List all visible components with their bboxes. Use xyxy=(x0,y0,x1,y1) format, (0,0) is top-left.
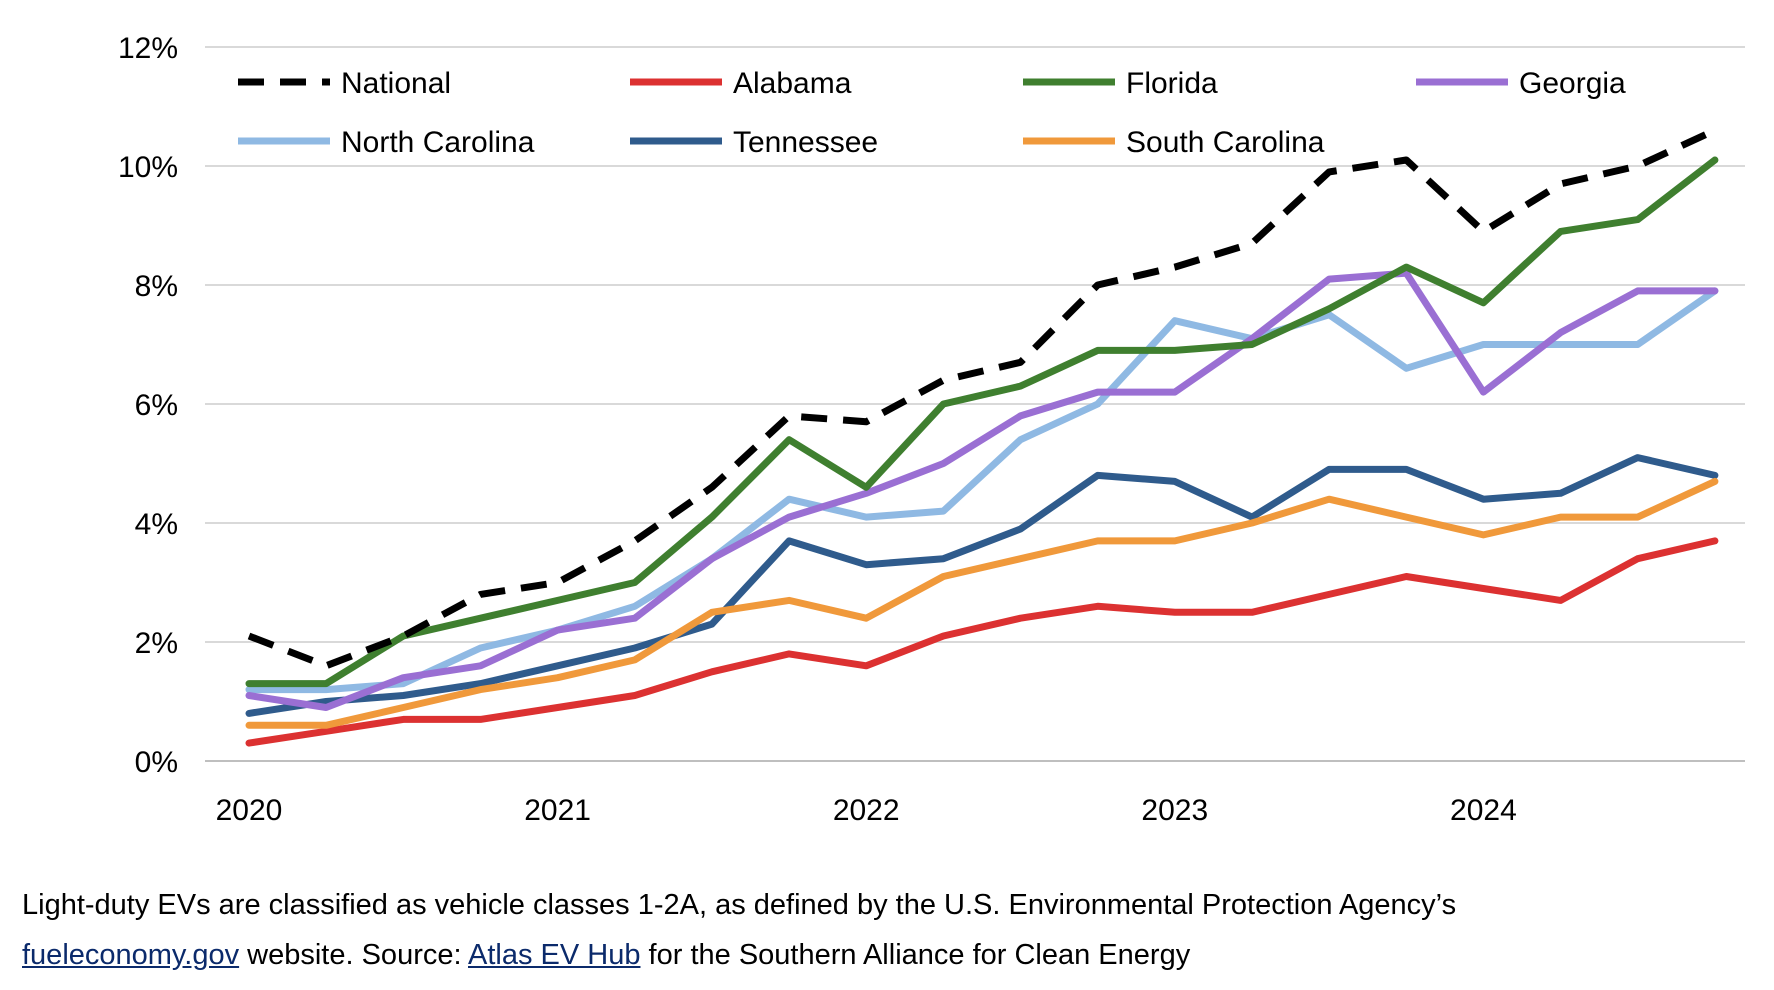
series-line-florida xyxy=(245,156,1719,688)
y-axis-tick-labels: 0% 2% 4% 6% 8% 10% 12% xyxy=(118,32,178,779)
atlas-ev-hub-link[interactable]: Atlas EV Hub xyxy=(468,939,641,971)
legend-label-tennessee: Tennessee xyxy=(733,126,878,159)
chart-caption: Light-duty EVs are classified as vehicle… xyxy=(22,880,1762,980)
series-line-national xyxy=(247,127,1717,670)
y-tick-label: 4% xyxy=(135,508,178,541)
series-line-alabama xyxy=(245,537,1719,747)
caption-text-3: for the Southern Alliance for Clean Ener… xyxy=(640,939,1191,971)
x-tick-label: 2023 xyxy=(1141,794,1208,827)
caption-line-2: fueleconomy.gov website. Source: Atlas E… xyxy=(22,930,1762,980)
y-tick-label: 10% xyxy=(118,151,178,184)
legend-label-north-carolina: North Carolina xyxy=(341,126,535,159)
caption-text-2: website. Source: xyxy=(239,939,468,971)
x-tick-label: 2020 xyxy=(216,794,283,827)
fueleconomy-link[interactable]: fueleconomy.gov xyxy=(22,939,240,971)
y-tick-label: 8% xyxy=(135,270,178,303)
x-tick-label: 2024 xyxy=(1450,794,1517,827)
series-lines xyxy=(245,127,1719,747)
legend-label-national: National xyxy=(341,67,451,100)
legend-label-alabama: Alabama xyxy=(733,67,852,100)
legend-label-georgia: Georgia xyxy=(1519,67,1626,100)
series-line-georgia xyxy=(245,269,1719,711)
gridlines xyxy=(205,46,1745,762)
line-chart: 0% 2% 4% 6% 8% 10% 12% 2020 2021 2022 2023 2024 Na… xyxy=(118,32,1745,827)
x-tick-label: 2022 xyxy=(833,794,900,827)
legend-label-south-carolina: South Carolina xyxy=(1126,126,1325,159)
x-axis-tick-labels: 2020 2021 2022 2023 2024 xyxy=(216,794,1517,827)
legend: National Alabama Florida Georgia North Carol… xyxy=(238,67,1626,159)
series-line-tennessee xyxy=(245,454,1719,717)
y-tick-label: 12% xyxy=(118,32,178,65)
y-tick-label: 2% xyxy=(135,627,178,660)
legend-label-florida: Florida xyxy=(1126,67,1218,100)
y-tick-label: 6% xyxy=(135,389,178,422)
caption-line-1: Light-duty EVs are classified as vehicle… xyxy=(22,889,1457,921)
x-tick-label: 2021 xyxy=(524,794,591,827)
series-line-south-carolina xyxy=(245,477,1719,729)
series-line-north-carolina xyxy=(245,287,1719,694)
y-tick-label: 0% xyxy=(135,746,178,779)
